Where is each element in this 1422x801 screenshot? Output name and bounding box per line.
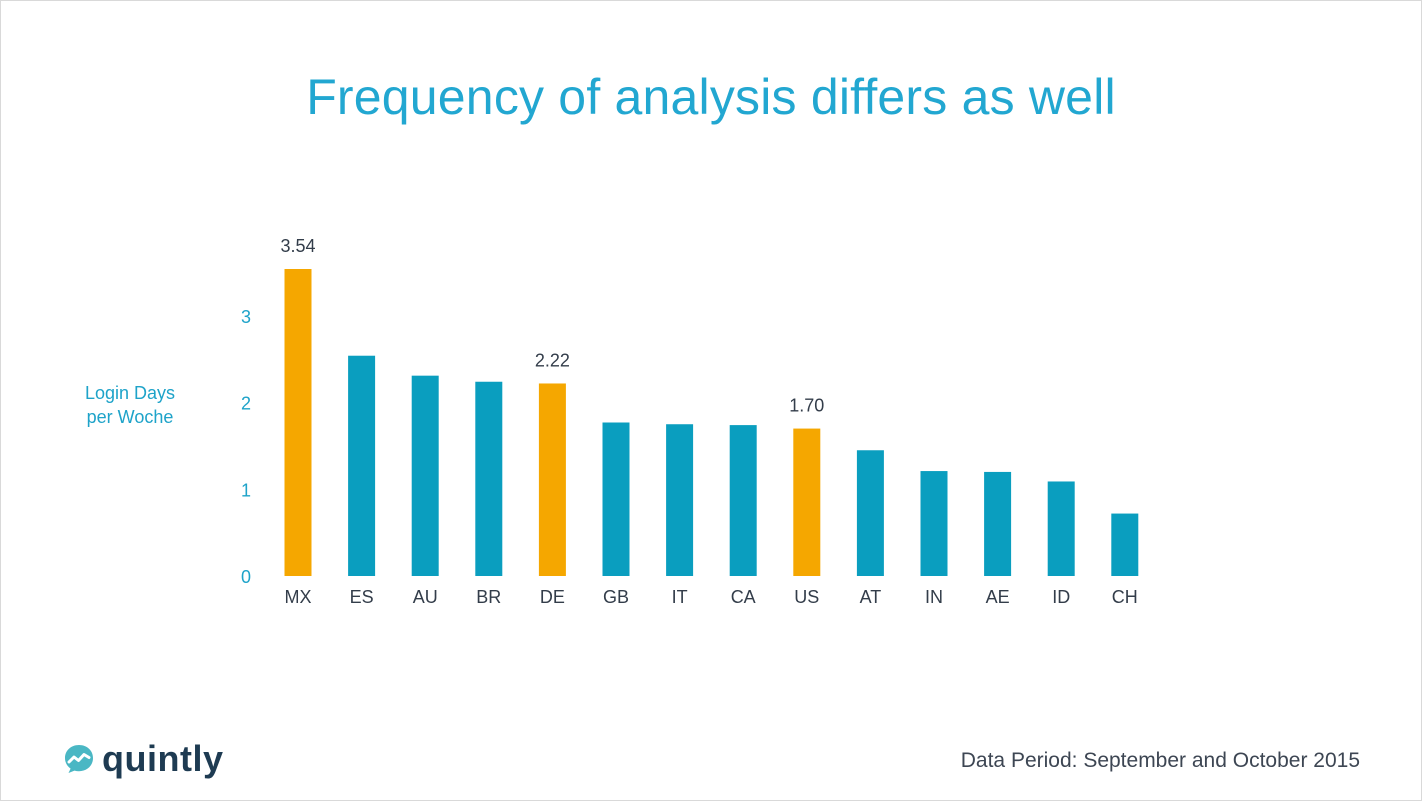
bar-id — [1047, 481, 1075, 576]
bar-at — [856, 450, 884, 576]
bar-es — [348, 355, 376, 576]
data-label-us: 1.70 — [789, 396, 824, 416]
x-tick-label: CH — [1112, 587, 1138, 607]
bar-ca — [729, 425, 757, 576]
x-tick-label: DE — [540, 587, 565, 607]
x-tick-label: MX — [285, 587, 312, 607]
data-label-de: 2.22 — [535, 350, 570, 370]
bar-mx — [284, 269, 312, 576]
quintly-logo: quintly — [63, 738, 223, 780]
y-tick-label: 1 — [241, 480, 251, 500]
x-tick-label: CA — [731, 587, 756, 607]
x-tick-label: ID — [1052, 587, 1070, 607]
y-axis-label-line2: per Woche — [86, 407, 174, 427]
x-tick-label: AU — [413, 587, 438, 607]
bar-br — [475, 381, 503, 576]
y-axis-label: Login Days per Woche — [60, 381, 200, 429]
x-tick-label: ES — [350, 587, 374, 607]
bar-ae — [984, 471, 1012, 576]
bar-in — [920, 471, 948, 576]
bar-de — [538, 383, 566, 576]
y-tick-label: 3 — [241, 307, 251, 327]
bar-it — [666, 424, 694, 576]
data-period-note: Data Period: September and October 2015 — [960, 749, 1360, 772]
x-tick-label: AE — [986, 587, 1010, 607]
logo-text: quintly — [102, 738, 224, 779]
x-tick-label: US — [794, 587, 819, 607]
x-tick-label: AT — [860, 587, 882, 607]
data-label-mx: 3.54 — [280, 236, 315, 256]
y-tick-label: 0 — [241, 567, 251, 587]
x-tick-label: BR — [476, 587, 501, 607]
slide-title: Frequency of analysis differs as well — [306, 69, 1116, 125]
bar-gb — [602, 422, 630, 576]
bar-us — [793, 428, 821, 576]
bar-ch — [1111, 513, 1139, 576]
x-tick-label: GB — [603, 587, 629, 607]
x-tick-label: IT — [672, 587, 688, 607]
x-tick-label: IN — [925, 587, 943, 607]
y-tick-label: 2 — [241, 394, 251, 414]
y-axis-label-line1: Login Days — [84, 383, 176, 403]
bar-au — [411, 375, 439, 576]
quintly-logo-icon — [65, 745, 93, 773]
